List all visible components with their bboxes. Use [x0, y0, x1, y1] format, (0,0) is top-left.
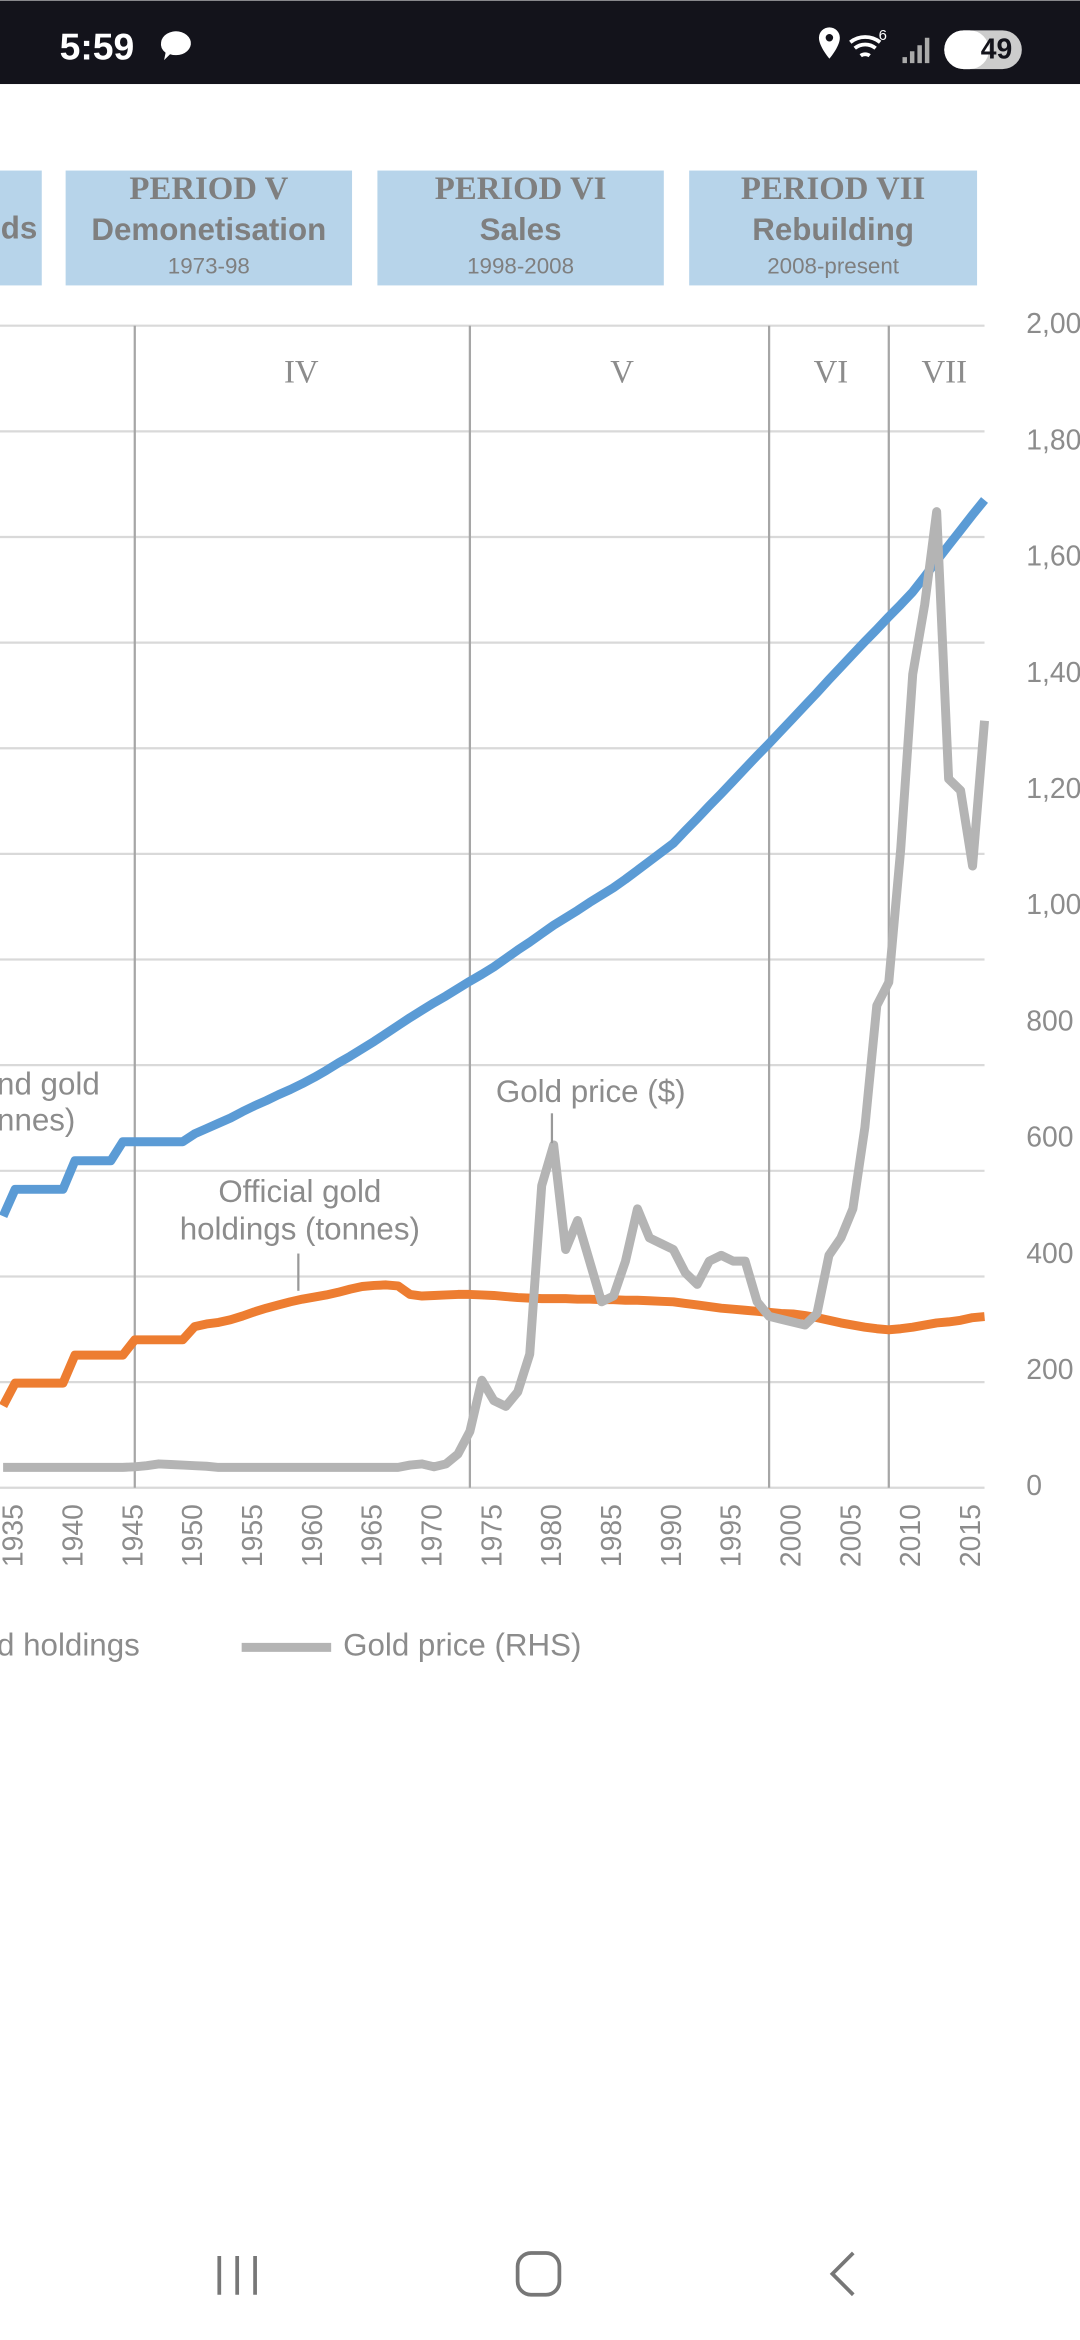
- legend-label: Gold price (RHS): [343, 1628, 581, 1663]
- x-tick-label: 1950: [177, 1504, 209, 1567]
- period-box-name: Sales: [480, 212, 562, 247]
- x-tick-label: 2000: [776, 1504, 808, 1567]
- back-button[interactable]: [829, 2251, 855, 2297]
- period-box-title: PERIOD V: [129, 171, 288, 207]
- x-tick-label: 2005: [835, 1504, 867, 1567]
- x-tick-label: 2015: [955, 1504, 987, 1567]
- period-label: VI: [814, 354, 849, 390]
- y2-tick-label: 0: [1026, 1470, 1042, 1502]
- wifi-icon: [849, 35, 882, 58]
- y2-tick-label: 1,600: [1026, 541, 1080, 573]
- y2-tick-label: 1,200: [1026, 773, 1080, 805]
- x-tick-label: 1990: [656, 1504, 688, 1567]
- y2-tick-label: 400: [1026, 1238, 1073, 1270]
- period-box-years: 1973-98: [168, 253, 250, 278]
- y2-tick-label: 800: [1026, 1005, 1073, 1037]
- recents-button[interactable]: [217, 2255, 257, 2295]
- clock: 5:59: [60, 26, 135, 68]
- x-tick-label: 1940: [57, 1504, 89, 1567]
- y2-tick-label: 1,800: [1026, 424, 1080, 456]
- battery-level: [944, 30, 990, 70]
- period-box-title: PERIOD VI: [435, 171, 607, 207]
- location-icon: [818, 27, 840, 59]
- home-button[interactable]: [515, 2251, 562, 2297]
- x-tick-label: 1945: [117, 1504, 149, 1567]
- period-box: [377, 170, 664, 286]
- x-tick-label: 1995: [716, 1504, 748, 1567]
- period-box: [65, 170, 353, 286]
- battery-label: 49: [981, 34, 1013, 66]
- x-tick-label: 1955: [237, 1504, 269, 1567]
- annotation: Official gold: [218, 1174, 381, 1209]
- period-box-years: 1998-2008: [467, 253, 574, 278]
- x-tick-label: 1960: [297, 1504, 329, 1567]
- nav-bar: [217, 2251, 855, 2297]
- annotation: nnes): [0, 1103, 75, 1138]
- chat-icon: [160, 31, 191, 61]
- location-dot: [825, 34, 834, 42]
- y2-tick-label: 200: [1026, 1354, 1073, 1386]
- series-line: [0, 1280, 985, 1408]
- period-label: IV: [284, 354, 319, 390]
- y2-tick-label: 1,000: [1026, 889, 1080, 921]
- x-tick-label: 1980: [536, 1504, 568, 1567]
- x-tick-label: 1975: [476, 1504, 508, 1567]
- annotation: nd gold: [0, 1067, 100, 1102]
- wifi-label: 6: [879, 28, 887, 44]
- signal-icon: [902, 37, 930, 64]
- x-tick-label: 1935: [0, 1504, 30, 1567]
- series-line: [3, 507, 989, 1472]
- x-tick-label: 1970: [416, 1504, 448, 1567]
- period-box-name: Demonetisation: [91, 212, 326, 247]
- annotation: holdings (tonnes): [180, 1211, 420, 1246]
- period-label: V: [610, 354, 634, 390]
- x-tick-label: 1985: [596, 1504, 628, 1567]
- legend-label: d holdings: [0, 1628, 140, 1663]
- y2-tick-label: 600: [1026, 1122, 1073, 1154]
- x-tick-label: 1965: [357, 1504, 389, 1567]
- period-box: [689, 170, 978, 286]
- period-box-name: Rebuilding: [752, 212, 914, 247]
- chart: ds PERIOD V Demonetisation 1973-98 PERIOD VI…: [0, 170, 1080, 1663]
- period-box: [0, 170, 42, 286]
- x-tick-label: 2010: [895, 1504, 927, 1567]
- period-box-years: 2008-present: [767, 253, 900, 278]
- annotation: Gold price ($): [496, 1074, 686, 1109]
- period-label: VII: [921, 354, 967, 390]
- period-box-title: PERIOD VII: [741, 171, 925, 207]
- period-box-text: ds: [1, 211, 38, 246]
- y2-tick-label: 1,400: [1026, 657, 1080, 689]
- series-line: [0, 497, 989, 1219]
- y2-tick-label: 2,000: [1026, 308, 1080, 340]
